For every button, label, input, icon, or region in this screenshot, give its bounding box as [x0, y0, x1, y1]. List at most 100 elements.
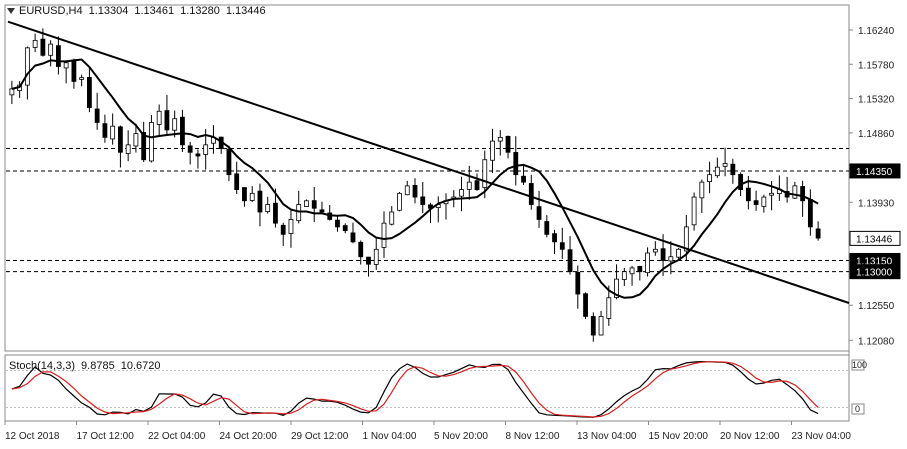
- time-tick: 1 Nov 04:00: [363, 431, 417, 442]
- candle: [528, 174, 534, 210]
- candle: [629, 265, 635, 286]
- candle: [195, 149, 201, 169]
- time-tick: 20 Nov 12:00: [720, 431, 780, 442]
- time-tick: 13 Nov 04:00: [577, 431, 637, 442]
- candle: [288, 208, 294, 248]
- symbol-header: EURUSD,H4 1.13304 1.13461 1.13280 1.13446: [7, 5, 272, 17]
- high-value: 1.13461: [134, 5, 175, 17]
- candle: [133, 123, 139, 153]
- candle: [753, 190, 759, 211]
- price-tick: 1.12080: [858, 336, 895, 347]
- stochastic-signal-line: [11, 361, 819, 418]
- trendline[interactable]: [7, 20, 850, 304]
- candle: [552, 229, 557, 254]
- candle: [63, 61, 69, 84]
- candle: [466, 165, 472, 200]
- price-tick: 1.13930: [858, 198, 895, 209]
- candle: [358, 240, 364, 265]
- candle: [590, 312, 596, 342]
- candle: [311, 186, 317, 223]
- candle: [226, 145, 232, 182]
- candle: [242, 187, 247, 207]
- time-axis: 12 Oct 2018 17 Oct 12:00 22 Oct 04:00 24 Oc…: [4, 421, 852, 442]
- candle: [707, 161, 712, 194]
- time-tick: 24 Oct 20:00: [220, 431, 278, 442]
- candle: [714, 157, 720, 178]
- time-tick: 17 Oct 12:00: [77, 431, 135, 442]
- candle: [296, 190, 302, 224]
- stochastic-label: Stoch(14,3,3): [9, 360, 76, 372]
- candle: [273, 188, 278, 228]
- stochastic-signal-value: 10.6720: [120, 360, 161, 372]
- close-value: 1.13446: [225, 5, 266, 17]
- candle: [614, 264, 619, 300]
- candle: [637, 265, 643, 281]
- candle: [342, 223, 348, 234]
- candle: [490, 128, 495, 174]
- candle: [730, 158, 736, 184]
- time-tick: 22 Oct 04:00: [148, 431, 206, 442]
- price-tick: 1.15320: [858, 95, 895, 106]
- candle: [265, 196, 271, 214]
- candle: [815, 221, 821, 241]
- candle: [544, 215, 550, 238]
- horizontal-levels: [6, 148, 849, 273]
- time-tick: 5 Nov 20:00: [434, 431, 488, 442]
- stochastic-scale-bottom: 0: [855, 404, 860, 414]
- candle: [621, 267, 627, 286]
- candle: [366, 256, 371, 277]
- candle: [497, 130, 503, 156]
- stochastic-lines: [6, 360, 849, 418]
- candle: [234, 161, 240, 194]
- collapse-triangle-icon[interactable]: [7, 8, 15, 15]
- candle: [722, 147, 728, 177]
- low-value: 1.13280: [180, 5, 220, 17]
- candle: [32, 33, 38, 53]
- candle: [761, 194, 767, 213]
- candles: [9, 28, 821, 342]
- candle: [474, 173, 480, 191]
- candle: [257, 183, 263, 227]
- level-1-14350-label: 1.14350: [849, 163, 901, 179]
- svg-text:1.13446: 1.13446: [856, 234, 893, 245]
- candle: [536, 190, 542, 228]
- candle: [792, 181, 798, 200]
- time-tick: 12 Oct 2018: [5, 431, 60, 442]
- time-tick: 23 Nov 04:00: [792, 431, 852, 442]
- candle: [102, 114, 108, 143]
- price-panel[interactable]: [4, 4, 850, 352]
- candle: [55, 36, 61, 75]
- candle: [598, 311, 604, 336]
- candle: [412, 178, 418, 204]
- price-tick: 1.16240: [858, 26, 895, 37]
- candle: [319, 201, 325, 213]
- candle: [381, 211, 387, 258]
- candle: [335, 216, 340, 232]
- time-tick: 8 Nov 12:00: [506, 431, 560, 442]
- candle: [459, 176, 464, 212]
- time-tick: 15 Nov 20:00: [649, 431, 709, 442]
- candle: [505, 135, 511, 159]
- candle: [389, 206, 395, 226]
- candle: [575, 265, 581, 309]
- price-tick: 1.12550: [858, 301, 895, 312]
- candle: [645, 247, 650, 277]
- candle: [304, 199, 309, 207]
- candle: [676, 247, 681, 261]
- candle: [513, 136, 519, 186]
- candle: [172, 110, 178, 138]
- candle: [404, 180, 410, 196]
- candle: [668, 241, 674, 275]
- candle: [606, 285, 612, 326]
- open-value: 1.13304: [88, 5, 129, 17]
- level-1-13000-label: 1.13000: [849, 264, 901, 280]
- candle: [87, 66, 92, 113]
- candle: [691, 192, 697, 231]
- candle: [149, 115, 154, 163]
- price-tick: 1.15780: [858, 60, 895, 71]
- candle: [652, 241, 658, 256]
- candle: [79, 74, 85, 87]
- candle: [141, 121, 147, 162]
- price-tick: 1.14860: [858, 129, 895, 140]
